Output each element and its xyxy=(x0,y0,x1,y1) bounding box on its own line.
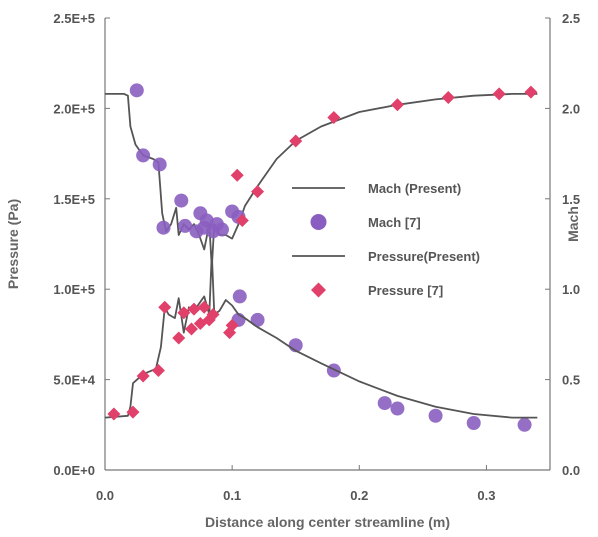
y-tick-label: 2.0E+5 xyxy=(53,101,95,116)
data-point xyxy=(327,110,341,124)
chart-legend: Mach (Present) Mach [7] Pressure(Present) P… xyxy=(292,181,480,298)
y2-tick-label: 2.5 xyxy=(562,11,580,26)
y-tick-label: 0.0E+0 xyxy=(53,463,95,478)
y2-tick-label: 0.5 xyxy=(562,373,580,388)
data-point xyxy=(214,222,229,237)
data-point xyxy=(152,157,167,172)
data-point xyxy=(428,408,443,423)
series-0 xyxy=(105,93,538,269)
x-tick-label: 0.2 xyxy=(350,488,368,503)
y-tick-label: 2.5E+5 xyxy=(53,11,95,26)
data-point xyxy=(174,193,189,208)
legend-diamond-swatch xyxy=(311,282,326,298)
data-point xyxy=(251,185,265,199)
legend-label: Pressure [7] xyxy=(368,283,443,298)
data-point xyxy=(178,218,193,233)
data-point xyxy=(517,417,532,432)
data-point xyxy=(390,401,405,416)
chart-series xyxy=(104,83,538,432)
data-point xyxy=(156,220,171,235)
data-point xyxy=(184,322,198,336)
series-line xyxy=(105,93,538,269)
y-tick-label: 1.5E+5 xyxy=(53,192,95,207)
series-3 xyxy=(107,85,538,421)
legend-label: Mach [7] xyxy=(368,215,421,230)
legend-entry: Mach (Present) xyxy=(292,181,461,196)
data-point xyxy=(441,91,455,105)
data-point xyxy=(197,300,211,314)
data-point xyxy=(235,213,249,227)
legend-entry: Pressure(Present) xyxy=(292,249,480,264)
legend-entry: Pressure [7] xyxy=(311,282,443,298)
data-point xyxy=(225,318,239,332)
data-point xyxy=(177,306,191,320)
data-point xyxy=(289,134,303,148)
data-point xyxy=(187,302,201,316)
data-point xyxy=(466,415,481,430)
data-point xyxy=(230,168,244,182)
data-point xyxy=(172,331,186,345)
y2-tick-label: 0.0 xyxy=(562,463,580,478)
legend-label: Mach (Present) xyxy=(368,181,461,196)
x-tick-label: 0.1 xyxy=(223,488,241,503)
x-tick-label: 0.3 xyxy=(477,488,495,503)
data-point xyxy=(136,369,150,383)
y-axis-label: Pressure (Pa) xyxy=(5,199,21,289)
x-axis-label: Distance along center streamline (m) xyxy=(205,514,450,530)
legend-circle-swatch xyxy=(310,214,327,230)
data-point xyxy=(377,396,392,411)
y-tick-label: 5.0E+4 xyxy=(53,373,95,388)
x-tick-label: 0.0 xyxy=(96,488,114,503)
data-point xyxy=(158,300,172,314)
data-point xyxy=(524,85,538,99)
data-point xyxy=(390,98,404,112)
series-line xyxy=(104,252,538,419)
y2-axis-label: Mach xyxy=(565,206,581,242)
y2-tick-label: 1.0 xyxy=(562,282,580,297)
data-point xyxy=(126,405,140,419)
legend-label: Pressure(Present) xyxy=(368,249,480,264)
series-2 xyxy=(104,252,538,419)
data-point xyxy=(129,83,144,98)
data-point xyxy=(136,148,151,163)
y-tick-label: 1.0E+5 xyxy=(53,282,95,297)
legend-entry: Mach [7] xyxy=(310,214,421,230)
chart-axes: 0.0 0.1 0.2 0.3 0.0E+0 5.0E+4 1.0E+5 1.5E+5 2.0E… xyxy=(53,11,580,503)
data-point xyxy=(151,364,165,378)
data-point xyxy=(206,308,220,322)
y2-tick-label: 2.0 xyxy=(562,101,580,116)
data-point xyxy=(250,312,265,327)
y2-tick-label: 1.5 xyxy=(562,192,580,207)
data-point xyxy=(492,87,506,101)
data-point xyxy=(232,289,247,304)
data-point xyxy=(326,363,341,378)
data-point xyxy=(107,407,121,421)
